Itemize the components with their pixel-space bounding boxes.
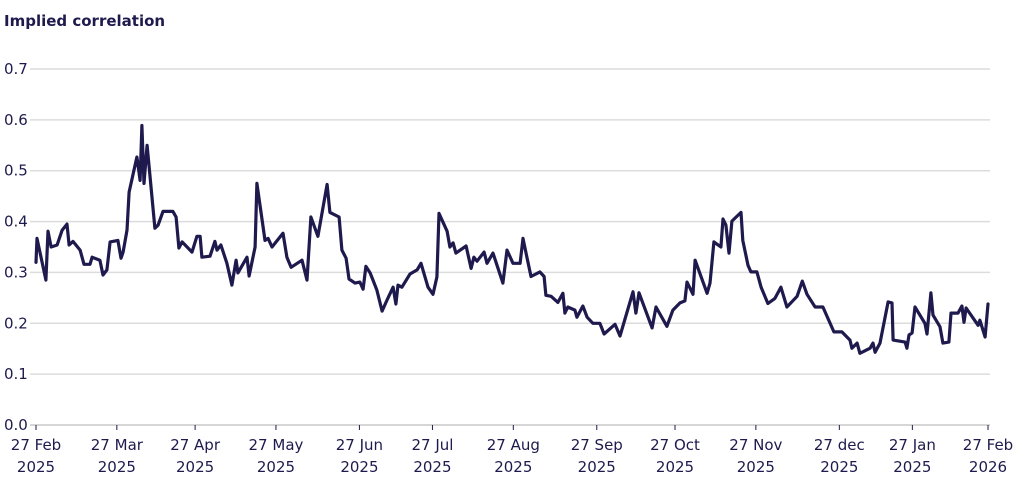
y-tick-label: 0.6 <box>4 111 28 129</box>
gridlines <box>30 68 990 426</box>
x-tick-year: 2025 <box>656 458 694 476</box>
x-tick-label: 27 Jul <box>411 436 453 454</box>
x-tick-label: 27 Aug <box>487 436 540 454</box>
x-tick-label: 27 Feb <box>11 436 61 454</box>
y-tick-label: 0.3 <box>4 263 28 281</box>
x-tick-year: 2025 <box>413 458 451 476</box>
x-tick-label: 27 Apr <box>170 436 221 454</box>
x-tick-year: 2025 <box>176 458 214 476</box>
x-tick-label: 27 dec <box>814 436 865 454</box>
x-tick-label: 27 May <box>249 436 304 454</box>
x-axis-ticks: 27 Feb 2025 27 Mar 2025 27 Apr 2025 27 May 2025… <box>11 425 1013 476</box>
x-tick-label: 27 Jun <box>336 436 383 454</box>
series-line-implied-correlation <box>34 123 990 355</box>
y-tick-label: 0.2 <box>4 314 28 332</box>
y-tick-label: 0.0 <box>4 416 28 434</box>
x-tick-year: 2025 <box>820 458 858 476</box>
y-tick-label: 0.1 <box>4 365 28 383</box>
series-layer <box>34 123 990 355</box>
x-tick-year: 2025 <box>257 458 295 476</box>
x-tick-label: 27 Sep <box>571 436 623 454</box>
x-tick-label: 27 Nov <box>729 436 782 454</box>
x-tick-year: 2025 <box>578 458 616 476</box>
x-tick-label: 27 Feb <box>963 436 1013 454</box>
y-tick-label: 0.7 <box>4 60 28 78</box>
x-tick-label: 27 Mar <box>91 436 144 454</box>
y-tick-label: 0.4 <box>4 213 28 231</box>
x-tick-year: 2025 <box>893 458 931 476</box>
x-tick-label: 27 Oct <box>650 436 700 454</box>
x-tick-year: 2025 <box>340 458 378 476</box>
x-tick-year: 2025 <box>17 458 55 476</box>
x-tick-year: 2025 <box>737 458 775 476</box>
x-tick-label: 27 Jan <box>889 436 936 454</box>
chart-title: Implied correlation <box>4 12 166 30</box>
y-tick-label: 0.5 <box>4 162 28 180</box>
x-tick-year: 2026 <box>969 458 1007 476</box>
x-tick-year: 2025 <box>494 458 532 476</box>
y-axis-ticks: 0.0 0.1 0.2 0.3 0.4 0.5 0.6 0.7 <box>4 60 28 434</box>
x-tick-year: 2025 <box>98 458 136 476</box>
